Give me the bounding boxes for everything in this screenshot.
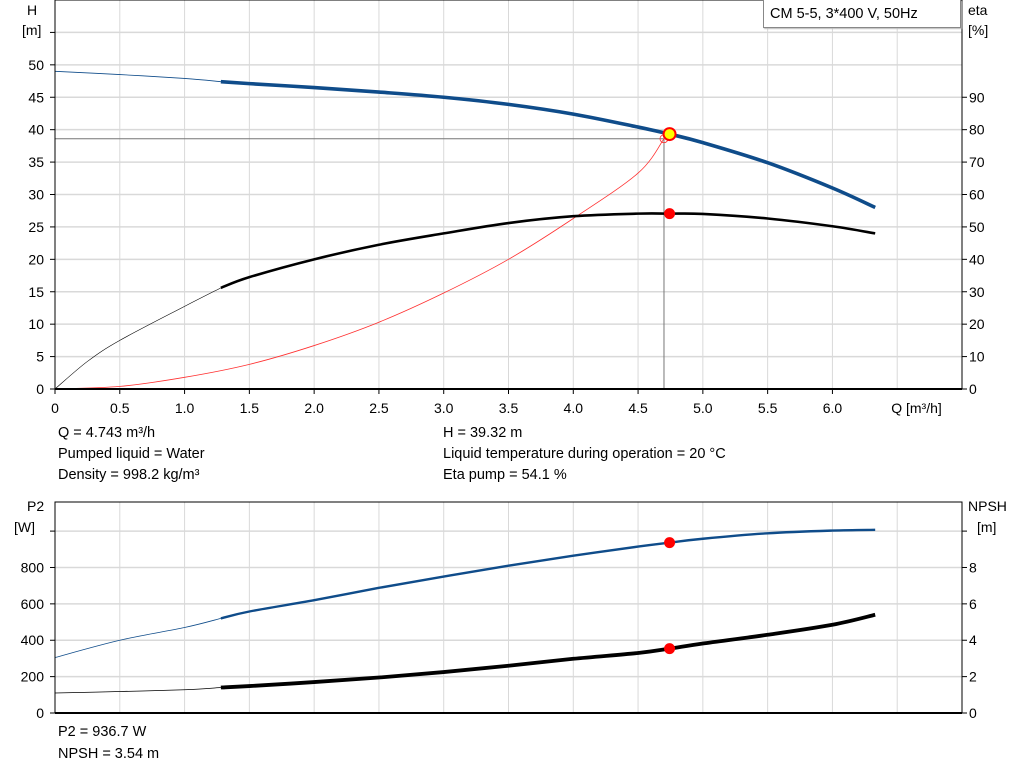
npsh-curve bbox=[220, 612, 876, 690]
y-tick-label-left: 25 bbox=[28, 219, 44, 235]
y-axis-label-right: NPSH bbox=[968, 498, 1007, 514]
y-tick-label-left: 0 bbox=[36, 381, 44, 397]
y-tick-label-left: 15 bbox=[28, 284, 44, 300]
x-tick-label: 3.5 bbox=[499, 400, 519, 416]
pump-legend: CM 5-5, 3*400 V, 50Hz bbox=[763, 0, 961, 28]
y-tick-label-left: 10 bbox=[28, 316, 44, 332]
y-tick-label-right: 70 bbox=[969, 154, 985, 170]
y-tick-label-right: 40 bbox=[969, 251, 985, 267]
y-tick-label-right: 80 bbox=[969, 122, 985, 138]
x-tick-label: 1.0 bbox=[175, 400, 195, 416]
y-tick-label-left: 35 bbox=[28, 154, 44, 170]
y-tick-label-right: 0 bbox=[969, 705, 977, 721]
x-tick-label: 3.0 bbox=[434, 400, 454, 416]
y-axis-unit-left: [m] bbox=[22, 22, 41, 38]
y-tick-label-left: 5 bbox=[36, 349, 44, 365]
eta-marker bbox=[664, 208, 676, 220]
y-tick-label-left: 30 bbox=[28, 187, 44, 203]
y-axis-unit-left: [W] bbox=[14, 519, 35, 535]
x-axis-label: Q [m³/h] bbox=[891, 400, 942, 416]
y-tick-label-left: 800 bbox=[21, 559, 45, 575]
head-curve-extended bbox=[54, 70, 221, 83]
y-axis-unit-right: [m] bbox=[977, 519, 996, 535]
tick-labels: 0 0.5 1.0 1.5 2.0 2.5 3.0 3.5 4.0 4.5 5.0 5.5 6.0 Q [… bbox=[14, 2, 1007, 721]
eta-curve bbox=[220, 212, 876, 290]
y-tick-label-right: 50 bbox=[969, 219, 985, 235]
head-readout: H = 39.32 m bbox=[443, 425, 523, 441]
y-tick-label-left: 200 bbox=[21, 669, 45, 685]
npsh-marker bbox=[664, 643, 676, 655]
eta-curve-extended bbox=[54, 287, 221, 390]
y-tick-label-right: 0 bbox=[969, 381, 977, 397]
y-tick-label-left: 50 bbox=[28, 57, 44, 73]
y-tick-label-left: 45 bbox=[28, 89, 44, 105]
system-curve bbox=[54, 138, 665, 390]
y-tick-label-right: 30 bbox=[969, 284, 985, 300]
curves bbox=[54, 70, 876, 694]
bottom-grid bbox=[55, 502, 962, 713]
y-tick-label-right: 60 bbox=[969, 187, 985, 203]
y-tick-label-left: 0 bbox=[36, 705, 44, 721]
y-tick-label-left: 600 bbox=[21, 596, 45, 612]
y-axis-label-left: H bbox=[27, 2, 37, 18]
npsh-curve-extended bbox=[54, 687, 221, 694]
axes bbox=[50, 0, 967, 714]
head-curve bbox=[220, 79, 876, 210]
x-tick-label: 5.0 bbox=[693, 400, 713, 416]
x-tick-label: 4.5 bbox=[628, 400, 648, 416]
x-tick-label: 1.5 bbox=[240, 400, 260, 416]
top-grid bbox=[55, 0, 962, 389]
y-tick-label-right: 2 bbox=[969, 669, 977, 685]
y-axis-label-right: eta bbox=[968, 2, 988, 18]
x-tick-label: 5.5 bbox=[758, 400, 778, 416]
y-tick-label-right: 4 bbox=[969, 632, 977, 648]
y-tick-label-left: 20 bbox=[28, 251, 44, 267]
p2-curve bbox=[220, 528, 876, 620]
eta-readout: Eta pump = 54.1 % bbox=[443, 467, 567, 483]
npsh-readout: NPSH = 3.54 m bbox=[58, 746, 160, 762]
x-tick-label: 6.0 bbox=[823, 400, 843, 416]
y-tick-label-right: 8 bbox=[969, 559, 977, 575]
p2-readout: P2 = 936.7 W bbox=[58, 724, 147, 740]
p2-curve-extended bbox=[54, 618, 221, 658]
y-tick-label-right: 90 bbox=[969, 89, 985, 105]
x-tick-label: 2.0 bbox=[304, 400, 324, 416]
x-tick-label: 0.5 bbox=[110, 400, 130, 416]
y-tick-label-right: 20 bbox=[969, 316, 985, 332]
y-axis-unit-right: [%] bbox=[968, 22, 988, 38]
y-tick-label-left: 40 bbox=[28, 122, 44, 138]
p2-marker bbox=[664, 537, 676, 549]
y-axis-label-left: P2 bbox=[27, 498, 44, 514]
x-tick-label: 2.5 bbox=[369, 400, 389, 416]
temperature-readout: Liquid temperature during operation = 20… bbox=[443, 446, 726, 462]
density-readout: Density = 998.2 kg/m³ bbox=[58, 467, 200, 483]
pumped-liquid-readout: Pumped liquid = Water bbox=[58, 446, 205, 462]
operating-point-marker bbox=[662, 127, 677, 142]
y-tick-label-left: 400 bbox=[21, 632, 45, 648]
x-tick-label: 0 bbox=[51, 400, 59, 416]
x-tick-label: 4.0 bbox=[564, 400, 584, 416]
y-tick-label-right: 10 bbox=[969, 349, 985, 365]
flow-readout: Q = 4.743 m³/h bbox=[58, 425, 156, 441]
y-tick-label-right: 6 bbox=[969, 596, 977, 612]
